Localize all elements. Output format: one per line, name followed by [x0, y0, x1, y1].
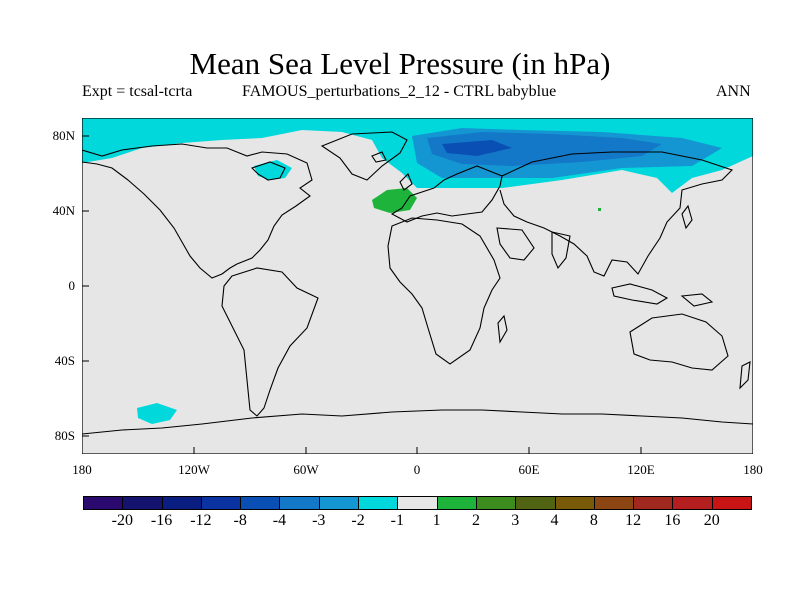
- colorbar-cell: [279, 496, 320, 510]
- coast-north-america: [82, 143, 313, 279]
- lon-label-180w: 180: [72, 462, 92, 477]
- coast-new-zealand: [739, 361, 751, 390]
- lon-label-60w: 60W: [293, 462, 319, 477]
- lon-label-180e: 180: [743, 462, 763, 477]
- coast-australia: [629, 313, 729, 371]
- lon-label-0: 0: [413, 462, 421, 477]
- colorbar-cell: [554, 496, 595, 510]
- colorbar-cell: [240, 496, 281, 510]
- colorbar-label: 2: [471, 512, 480, 529]
- colorbar-cell: [200, 496, 242, 510]
- hudson-cyan-region: [254, 160, 292, 180]
- colorbar-cell: [397, 496, 438, 510]
- colorbar-cell: [436, 496, 477, 510]
- left-subtitle: Expt = tcsal-tcrta: [82, 83, 193, 100]
- coast-asia: [499, 151, 734, 277]
- coast-south-america: [221, 267, 319, 417]
- colorbar-cell: [633, 496, 674, 510]
- colorbar-cell: [161, 496, 202, 510]
- coast-iceland: [371, 151, 387, 163]
- plot-title: Mean Sea Level Pressure (in hPa): [189, 46, 611, 81]
- colorbar-label: -12: [190, 512, 212, 529]
- coast-antarctica: [82, 409, 753, 435]
- colorbar-cell: [318, 496, 360, 510]
- coast-indonesia: [611, 283, 669, 305]
- lon-label-120e: 120E: [627, 462, 655, 477]
- colorbar-cell: [475, 496, 517, 510]
- colorbar-cell: [593, 496, 635, 510]
- colorbar-label: 3: [511, 512, 520, 529]
- lat-label-80s: 80S: [54, 428, 75, 443]
- colorbar-cell: [515, 496, 556, 510]
- coast-africa: [387, 217, 501, 365]
- lon-label-120w: 120W: [178, 462, 210, 477]
- coast-madagascar: [497, 314, 508, 344]
- lat-label-40n: 40N: [52, 203, 75, 218]
- colorbar-cell: [672, 496, 713, 510]
- coast-arabia: [496, 227, 535, 261]
- center-subtitle: FAMOUS_perturbations_2_12 - CTRL babyblu…: [242, 83, 557, 100]
- lat-label-0: 0: [68, 278, 76, 293]
- eurasia-arctic-darker-patch: [442, 140, 512, 156]
- colorbar-cell: [358, 496, 399, 510]
- right-subtitle: ANN: [716, 83, 751, 100]
- colorbar-cell: [122, 496, 163, 510]
- colorbar-cell: [711, 496, 752, 510]
- colorbar-label: -16: [150, 512, 173, 529]
- coast-greenland: [320, 131, 408, 181]
- colorbar-label: -2: [351, 512, 365, 529]
- lat-label-80n: 80N: [52, 128, 75, 143]
- lat-label-40s: 40S: [54, 353, 75, 368]
- colorbar-label: -1: [390, 512, 404, 529]
- coastlines: [82, 131, 753, 435]
- colorbar-label: -4: [272, 512, 287, 529]
- atlantic-green-region: [372, 188, 417, 213]
- colorbar-label: -3: [312, 512, 326, 529]
- colorbar-label: 4: [550, 512, 559, 529]
- map-ticks: [82, 135, 642, 454]
- map-panel: [82, 118, 753, 454]
- south-pacific-cyan-region: [137, 403, 177, 424]
- coast-hudson-bay: [250, 161, 286, 181]
- small-green-patch: [598, 208, 601, 211]
- colorbar-cell: [83, 496, 124, 510]
- colorbar-label: 8: [589, 512, 598, 529]
- coast-new-guinea: [680, 293, 714, 307]
- colorbar-label: 1: [432, 512, 441, 529]
- lon-label-60e: 60E: [518, 462, 540, 477]
- colorbar-label: 16: [664, 512, 681, 529]
- colorbar-label: -8: [233, 512, 247, 529]
- colorbar-label: -20: [111, 512, 133, 529]
- coast-british-isles: [399, 173, 413, 191]
- coast-japan: [681, 204, 693, 230]
- colorbar-label: 12: [625, 512, 642, 529]
- coast-india: [551, 231, 571, 270]
- colorbar-label: 20: [703, 512, 720, 529]
